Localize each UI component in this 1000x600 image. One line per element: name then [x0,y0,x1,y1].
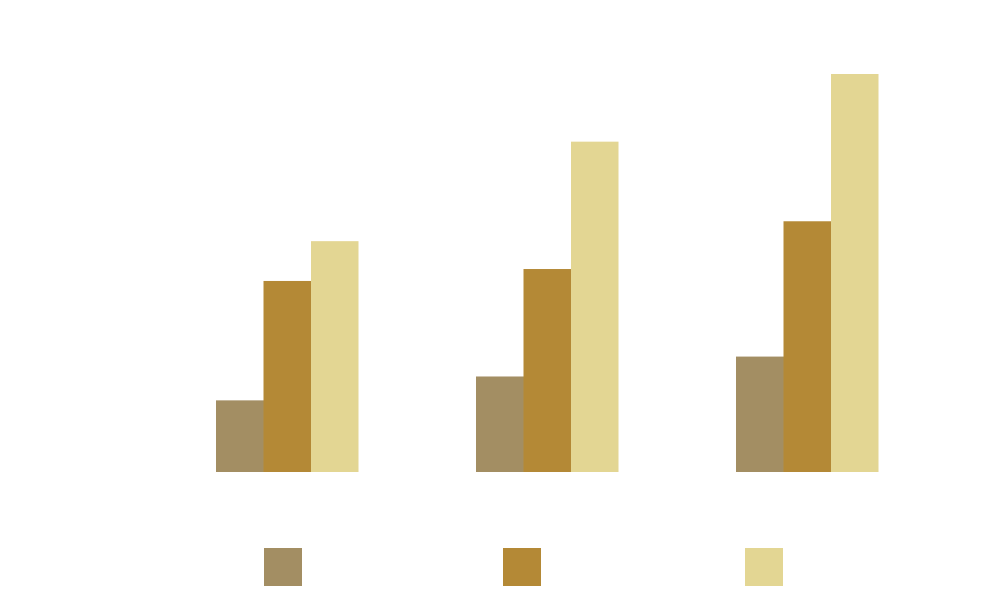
legend-swatch-series-3 [745,548,783,586]
bar-series-2-category-1 [263,280,311,472]
bar-series-2-category-3 [783,221,831,472]
bar-series-1-category-1 [216,400,264,472]
bar-series-3-category-1 [311,241,359,472]
bar-series-1-category-3 [736,356,784,472]
bars-group [216,74,879,472]
bar-series-2-category-2 [523,269,571,472]
legend [264,548,783,586]
bar-series-1-category-2 [476,376,524,472]
legend-swatch-series-2 [503,548,541,586]
bar-series-3-category-3 [831,74,879,472]
legend-swatch-series-1 [264,548,302,586]
bar-series-3-category-2 [571,141,619,472]
